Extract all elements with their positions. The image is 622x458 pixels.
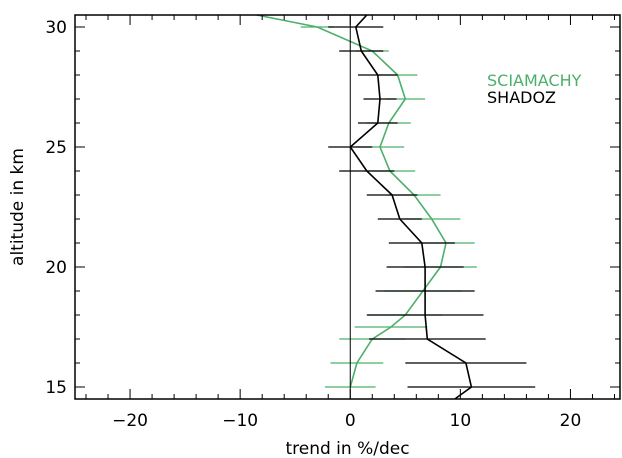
y-tick-label: 30 [45,18,67,38]
legend-item-sciamachy: SCIAMACHY [487,71,582,90]
x-tick-label: −10 [222,411,258,431]
x-tick-label: 20 [560,411,582,431]
y-axis-title: altitude in km [8,148,28,266]
y-tick-label: 25 [45,138,67,158]
x-tick-label: 0 [345,411,356,431]
x-tick-label: −20 [112,411,148,431]
series-sciamachy [256,14,477,388]
plot-frame [74,14,621,400]
sciamachy-line [256,14,447,388]
legend-item-shadoz: SHADOZ [487,88,556,107]
axes-layer: −20 −10 0 10 20 15 20 25 30 [45,14,621,431]
series-layer [256,14,536,400]
series-shadoz [328,14,536,400]
x-axis-title: trend in %/dec [285,439,409,458]
shadoz-line [349,14,473,400]
y-tick-label: 15 [45,378,67,398]
y-tick-label: 20 [45,258,67,278]
x-tick-label: 10 [450,411,472,431]
